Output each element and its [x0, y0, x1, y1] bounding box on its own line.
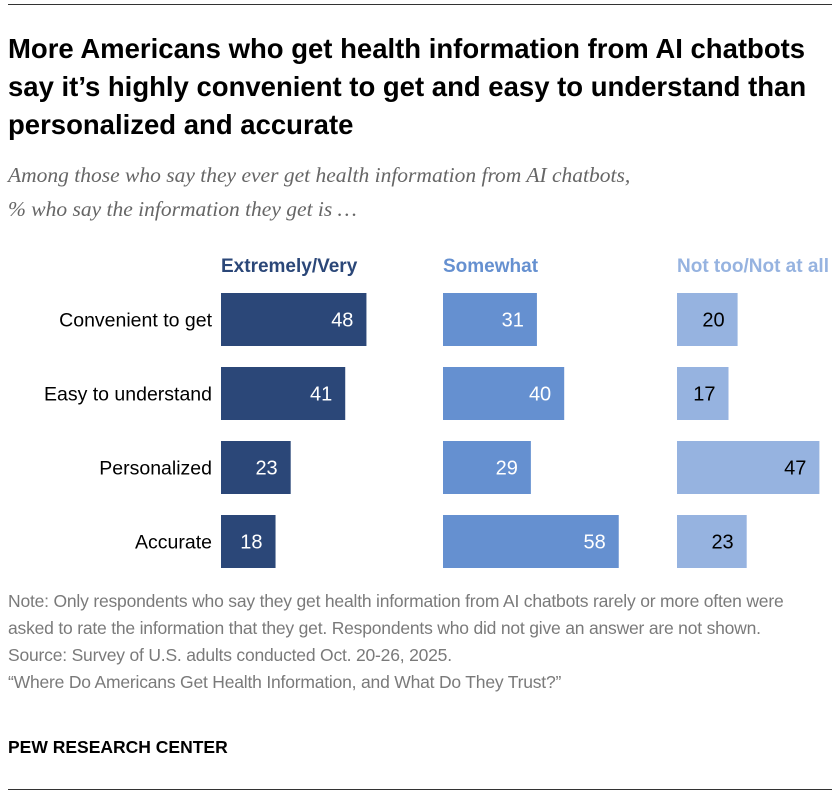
data-label: 29: [496, 458, 518, 480]
data-label: 20: [702, 310, 724, 332]
bar: [443, 367, 565, 420]
data-label: 17: [693, 384, 715, 406]
chart-notes: Note: Only respondents who say they get …: [8, 588, 833, 696]
bar: [677, 293, 738, 346]
bar: [221, 441, 291, 494]
legend-label: Extremely/Very: [221, 256, 358, 277]
subtitle-line: Among those who say they ever get health…: [8, 163, 631, 187]
bar: [443, 515, 619, 568]
legend-label: Not too/Not at all: [677, 256, 829, 277]
bar: [443, 441, 531, 494]
subtitle-line: % who say the information they get is …: [8, 197, 357, 221]
data-label: 18: [240, 532, 262, 554]
data-label: 47: [784, 458, 806, 480]
bar-chart: Extremely/Very Somewhat Not too/Not at all…: [44, 256, 829, 568]
data-label: 48: [331, 310, 353, 332]
top-rule: [8, 4, 832, 5]
category-label: Convenient to get: [59, 310, 212, 332]
data-label: 40: [529, 384, 551, 406]
bar: [221, 515, 276, 568]
category-label: Personalized: [99, 458, 212, 480]
bar: [443, 293, 537, 346]
data-label: 58: [583, 532, 605, 554]
legend-label: Somewhat: [443, 256, 539, 277]
bar: [221, 367, 346, 420]
chart-subtitle: Among those who say they ever get health…: [8, 158, 828, 226]
category-label: Easy to understand: [44, 384, 212, 406]
bottom-rule: [8, 789, 832, 790]
category-label: Accurate: [135, 532, 212, 554]
bar: [677, 367, 729, 420]
data-label: 23: [255, 458, 277, 480]
chart-title: More Americans who get health informatio…: [8, 33, 807, 140]
bar: [677, 441, 820, 494]
data-label: 23: [711, 532, 733, 554]
data-label: 31: [502, 310, 524, 332]
report-title: “Where Do Americans Get Health Informati…: [8, 672, 562, 692]
data-label: 41: [310, 384, 332, 406]
bar: [677, 515, 747, 568]
brand-logo-text: PEW RESEARCH CENTER: [8, 737, 228, 757]
source-text: Source: Survey of U.S. adults conducted …: [8, 645, 452, 665]
bar: [221, 293, 367, 346]
note-text: Note: Only respondents who say they get …: [8, 591, 784, 638]
